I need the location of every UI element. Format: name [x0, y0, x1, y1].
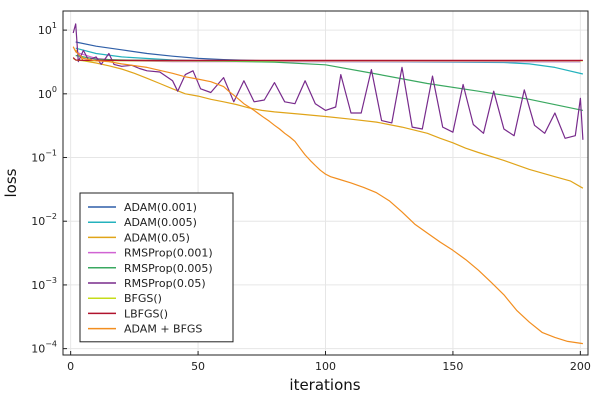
series-line-rmsprop-0-005	[75, 54, 584, 111]
y-tick-label: 10−1	[31, 149, 57, 165]
legend-label: RMSProp(0.001)	[124, 247, 213, 260]
legend-label: ADAM + BFGS	[124, 323, 202, 336]
x-tick-label: 0	[67, 360, 74, 373]
y-tick-label: 10−2	[31, 212, 57, 228]
legend-label: RMSProp(0.05)	[124, 277, 206, 290]
grid	[63, 11, 588, 355]
y-tick-label: 10−4	[31, 340, 57, 356]
y-axis-ticks: 101 100 10−1 10−2 10−3 10−4	[31, 21, 67, 356]
series-layer	[72, 23, 584, 345]
x-tick-label: 50	[191, 360, 205, 373]
legend-label: RMSProp(0.005)	[124, 262, 213, 275]
legend: ADAM(0.001) ADAM(0.005) ADAM(0.05) RMSProp(…	[79, 192, 234, 343]
legend-label: LBFGS()	[124, 307, 168, 320]
x-tick-label: 200	[570, 360, 591, 373]
legend-label: BFGS()	[124, 292, 162, 305]
x-tick-label: 150	[442, 360, 463, 373]
legend-label: ADAM(0.001)	[124, 201, 197, 214]
series-line-rmsprop-0-05	[72, 23, 584, 140]
y-axis-label: loss	[2, 168, 20, 197]
y-tick-label: 10−3	[31, 276, 57, 292]
series-line-lbfgs	[72, 57, 583, 62]
series-line-adam-0-05	[75, 49, 584, 189]
x-axis-ticks: 0 50 100 150 200	[67, 351, 591, 373]
y-tick-label: 101	[38, 21, 57, 37]
x-tick-label: 100	[315, 360, 336, 373]
y-tick-label: 100	[38, 85, 57, 101]
x-axis-label: iterations	[289, 376, 360, 394]
series-line-adam-bfgs	[72, 46, 583, 345]
legend-label: ADAM(0.05)	[124, 231, 190, 244]
legend-label: ADAM(0.005)	[124, 216, 197, 229]
